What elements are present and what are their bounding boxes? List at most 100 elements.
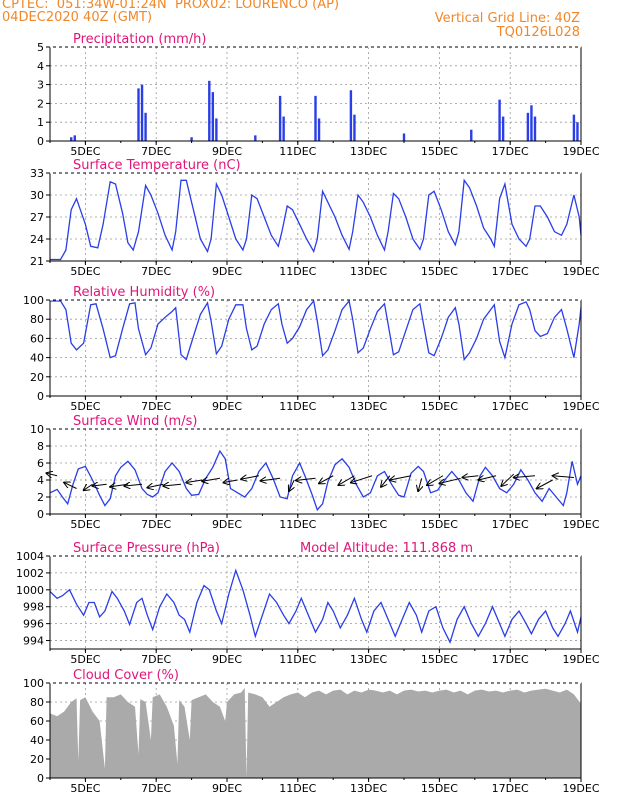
panel-2: Surface Temperature (nC) 21 24 27 30 33 5DEC 7D… <box>30 158 600 278</box>
wind-vector-arrow <box>124 484 143 486</box>
series-line <box>50 299 582 362</box>
x-tick-label: 19DEC <box>562 265 599 278</box>
x-tick-label: 15DEC <box>421 400 458 413</box>
y-tick-label: 5 <box>37 41 44 54</box>
precip-bar <box>144 112 147 141</box>
y-tick-label: 80 <box>30 313 44 326</box>
wind-vector-arrow <box>553 476 574 478</box>
series-line <box>50 178 582 261</box>
x-tick-label: 19DEC <box>562 653 599 666</box>
panel-3: Relative Humidity (%) 0 20 40 60 80 100 5DEC 7DE… <box>23 285 600 413</box>
x-tick-label: 15DEC <box>421 265 458 278</box>
x-tick-label: 13DEC <box>350 653 387 666</box>
x-tick-label: 5DEC <box>70 265 100 278</box>
y-tick-label: 100 <box>23 294 44 307</box>
x-tick-label: 5DEC <box>70 145 100 158</box>
x-tick-label: 19DEC <box>562 145 599 158</box>
wind-vector-arrow <box>390 475 412 480</box>
wind-vector-arrow <box>241 476 259 479</box>
x-tick-label: 5DEC <box>70 782 100 795</box>
wind-vector-arrow <box>537 479 553 489</box>
x-tick-label: 9DEC <box>212 400 242 413</box>
y-tick-label: 27 <box>30 211 44 224</box>
panel-title: Cloud Cover (%) <box>73 668 179 683</box>
y-tick-label: 80 <box>30 696 44 709</box>
x-tick-label: 13DEC <box>350 265 387 278</box>
y-tick-label: 1 <box>37 116 44 129</box>
y-tick-label: 1004 <box>16 550 44 563</box>
wind-vector-arrow <box>163 484 182 486</box>
y-tick-label: 0 <box>37 508 44 521</box>
y-tick-label: 998 <box>23 601 44 614</box>
panel-title: Precipitation (mm/h) <box>73 32 206 47</box>
precip-bar <box>572 114 576 141</box>
y-tick-label: 40 <box>30 734 44 747</box>
x-tick-label: 17DEC <box>492 145 529 158</box>
y-tick-label: 994 <box>23 635 44 648</box>
precip-bar <box>254 135 257 141</box>
panel-title: Surface Temperature (nC) <box>73 158 241 173</box>
precip-bar <box>576 122 579 141</box>
x-tick-label: 9DEC <box>212 518 242 531</box>
wind-vector-arrow <box>84 483 93 490</box>
wind-vector-arrow <box>289 479 295 491</box>
y-tick-label: 21 <box>30 255 44 268</box>
y-tick-label: 10 <box>30 423 44 436</box>
wind-vector-arrow <box>296 478 316 480</box>
x-tick-label: 9DEC <box>212 782 242 795</box>
precip-bar <box>526 112 530 141</box>
y-tick-label: 60 <box>30 332 44 345</box>
wind-vector-arrow <box>478 476 497 480</box>
x-tick-label: 7DEC <box>141 400 171 413</box>
x-tick-label: 11DEC <box>279 782 316 795</box>
wind-vector-arrow <box>186 480 203 483</box>
series-line <box>49 449 582 512</box>
wind-vector-arrow <box>223 480 238 483</box>
x-tick-label: 11DEC <box>279 653 316 666</box>
precip-bar <box>314 95 317 141</box>
y-tick-label: 60 <box>30 715 44 728</box>
panel-4: Surface Wind (m/s) 0 2 4 6 8 10 5DEC 7DEC 9DEC 11D… <box>30 414 600 531</box>
precip-bar <box>498 99 501 141</box>
x-tick-label: 5DEC <box>70 653 100 666</box>
y-tick-label: 0 <box>37 390 44 403</box>
precip-bar <box>501 116 505 141</box>
y-tick-label: 4 <box>37 60 44 73</box>
x-tick-label: 15DEC <box>421 782 458 795</box>
y-tick-label: 8 <box>37 440 44 453</box>
x-tick-label: 13DEC <box>350 518 387 531</box>
panel-frame <box>49 555 582 650</box>
panel-1: Precipitation (mm/h) 0 1 2 3 4 5 5DEC 7DEC 9DEC 11… <box>37 32 600 158</box>
x-tick-label: 19DEC <box>562 400 599 413</box>
x-tick-label: 9DEC <box>212 145 242 158</box>
x-tick-label: 13DEC <box>350 145 387 158</box>
y-tick-label: 2 <box>37 97 44 110</box>
x-tick-label: 9DEC <box>212 265 242 278</box>
precip-bar <box>137 88 140 141</box>
y-tick-label: 996 <box>23 618 44 631</box>
x-tick-label: 19DEC <box>562 518 599 531</box>
x-tick-label: 7DEC <box>141 653 171 666</box>
x-tick-label: 15DEC <box>421 145 458 158</box>
precip-bar <box>278 95 282 141</box>
header-station: CPTEC: 051:34W-01:24N PROX02: LOURENCO (… <box>2 0 340 12</box>
wind-vector-arrow <box>339 475 355 485</box>
y-tick-label: 40 <box>30 352 44 365</box>
x-tick-label: 11DEC <box>279 265 316 278</box>
x-tick-label: 17DEC <box>492 265 529 278</box>
x-tick-label: 17DEC <box>492 782 529 795</box>
x-tick-label: 9DEC <box>212 653 242 666</box>
wind-vector-arrow <box>439 477 461 483</box>
y-tick-label: 33 <box>30 167 44 180</box>
y-tick-label: 20 <box>30 371 44 384</box>
wind-vector-arrow <box>514 476 536 478</box>
wind-vector-arrow <box>418 478 422 491</box>
panel-annotation: Model Altitude: 111.868 m <box>300 541 473 556</box>
precip-bar <box>282 116 285 141</box>
wind-vector-arrow <box>46 473 58 476</box>
panel-title: Surface Wind (m/s) <box>73 414 197 429</box>
precip-bar <box>215 118 218 141</box>
wind-vector-arrow <box>92 484 107 486</box>
precip-bar <box>70 137 73 141</box>
panel-title: Relative Humidity (%) <box>73 285 215 300</box>
